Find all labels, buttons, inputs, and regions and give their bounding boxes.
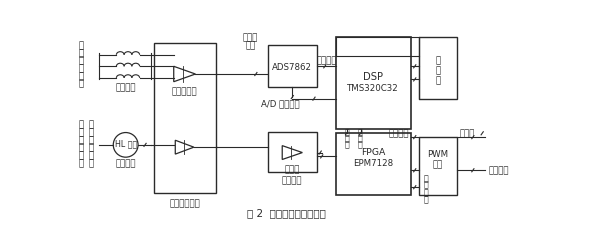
Text: 线: 线 (358, 140, 363, 149)
Text: 输出: 输出 (433, 159, 443, 168)
Text: 图 2  控制电路的接口电路: 图 2 控制电路的接口电路 (247, 208, 326, 218)
Text: DSP: DSP (363, 71, 383, 81)
Bar (268, 46, 317, 88)
Text: 输人: 输人 (245, 41, 255, 50)
Text: 流: 流 (79, 143, 84, 152)
Text: 线: 线 (344, 140, 349, 149)
Bar (336, 38, 411, 130)
Bar (419, 138, 457, 195)
Text: 断: 断 (358, 134, 363, 143)
Text: 输: 输 (79, 151, 84, 160)
Text: 制: 制 (344, 134, 349, 143)
Text: 三: 三 (79, 120, 84, 129)
Text: 电: 电 (88, 135, 93, 144)
Text: 入: 入 (79, 79, 84, 88)
Text: ADS7862: ADS7862 (273, 62, 312, 72)
Bar (336, 134, 411, 195)
Text: 流: 流 (88, 128, 93, 137)
Text: 电: 电 (79, 56, 84, 66)
Text: 数据总线: 数据总线 (316, 56, 337, 66)
Text: 制: 制 (424, 195, 429, 203)
Text: FPGA: FPGA (360, 147, 385, 156)
Text: 控: 控 (424, 187, 429, 197)
Text: 相: 相 (79, 128, 84, 137)
Bar (153, 44, 215, 194)
Text: EPM7128: EPM7128 (353, 159, 393, 167)
Text: 三: 三 (79, 41, 84, 50)
Text: 保护电路: 保护电路 (282, 175, 303, 184)
Text: 中: 中 (358, 128, 363, 137)
Text: 电平转换电路: 电平转换电路 (169, 198, 200, 207)
Text: 储: 储 (435, 67, 441, 75)
Text: 控制线: 控制线 (460, 129, 475, 138)
Bar (419, 38, 457, 99)
Text: 输: 输 (79, 72, 84, 81)
Text: 控: 控 (344, 128, 349, 137)
Text: 压: 压 (79, 64, 84, 73)
Text: 直: 直 (88, 120, 93, 129)
Text: 入: 入 (88, 159, 93, 167)
Text: 脉冲输出: 脉冲输出 (488, 166, 509, 175)
Text: 电流检测: 电流检测 (116, 159, 136, 167)
Text: TMS320C32: TMS320C32 (347, 83, 399, 92)
Text: 运算放大器: 运算放大器 (172, 87, 198, 96)
Text: 输: 输 (88, 151, 93, 160)
Text: 相: 相 (79, 49, 84, 58)
Text: 存: 存 (435, 56, 441, 66)
Text: 入: 入 (79, 159, 84, 167)
Text: 地址总线: 地址总线 (389, 129, 409, 138)
Text: 电: 电 (79, 135, 84, 144)
Text: 多通道: 多通道 (242, 34, 258, 42)
Text: 电压检测: 电压检测 (116, 83, 136, 92)
Text: PWM: PWM (427, 149, 448, 158)
Text: 脉: 脉 (424, 174, 429, 183)
Text: 压: 压 (88, 143, 93, 152)
Text: A/D 控制信号: A/D 控制信号 (261, 99, 300, 108)
Text: 冲: 冲 (424, 180, 429, 189)
Text: HL 元件: HL 元件 (114, 139, 137, 148)
Text: 器: 器 (435, 76, 441, 85)
Bar (268, 132, 317, 172)
Text: 比较器: 比较器 (284, 165, 300, 174)
